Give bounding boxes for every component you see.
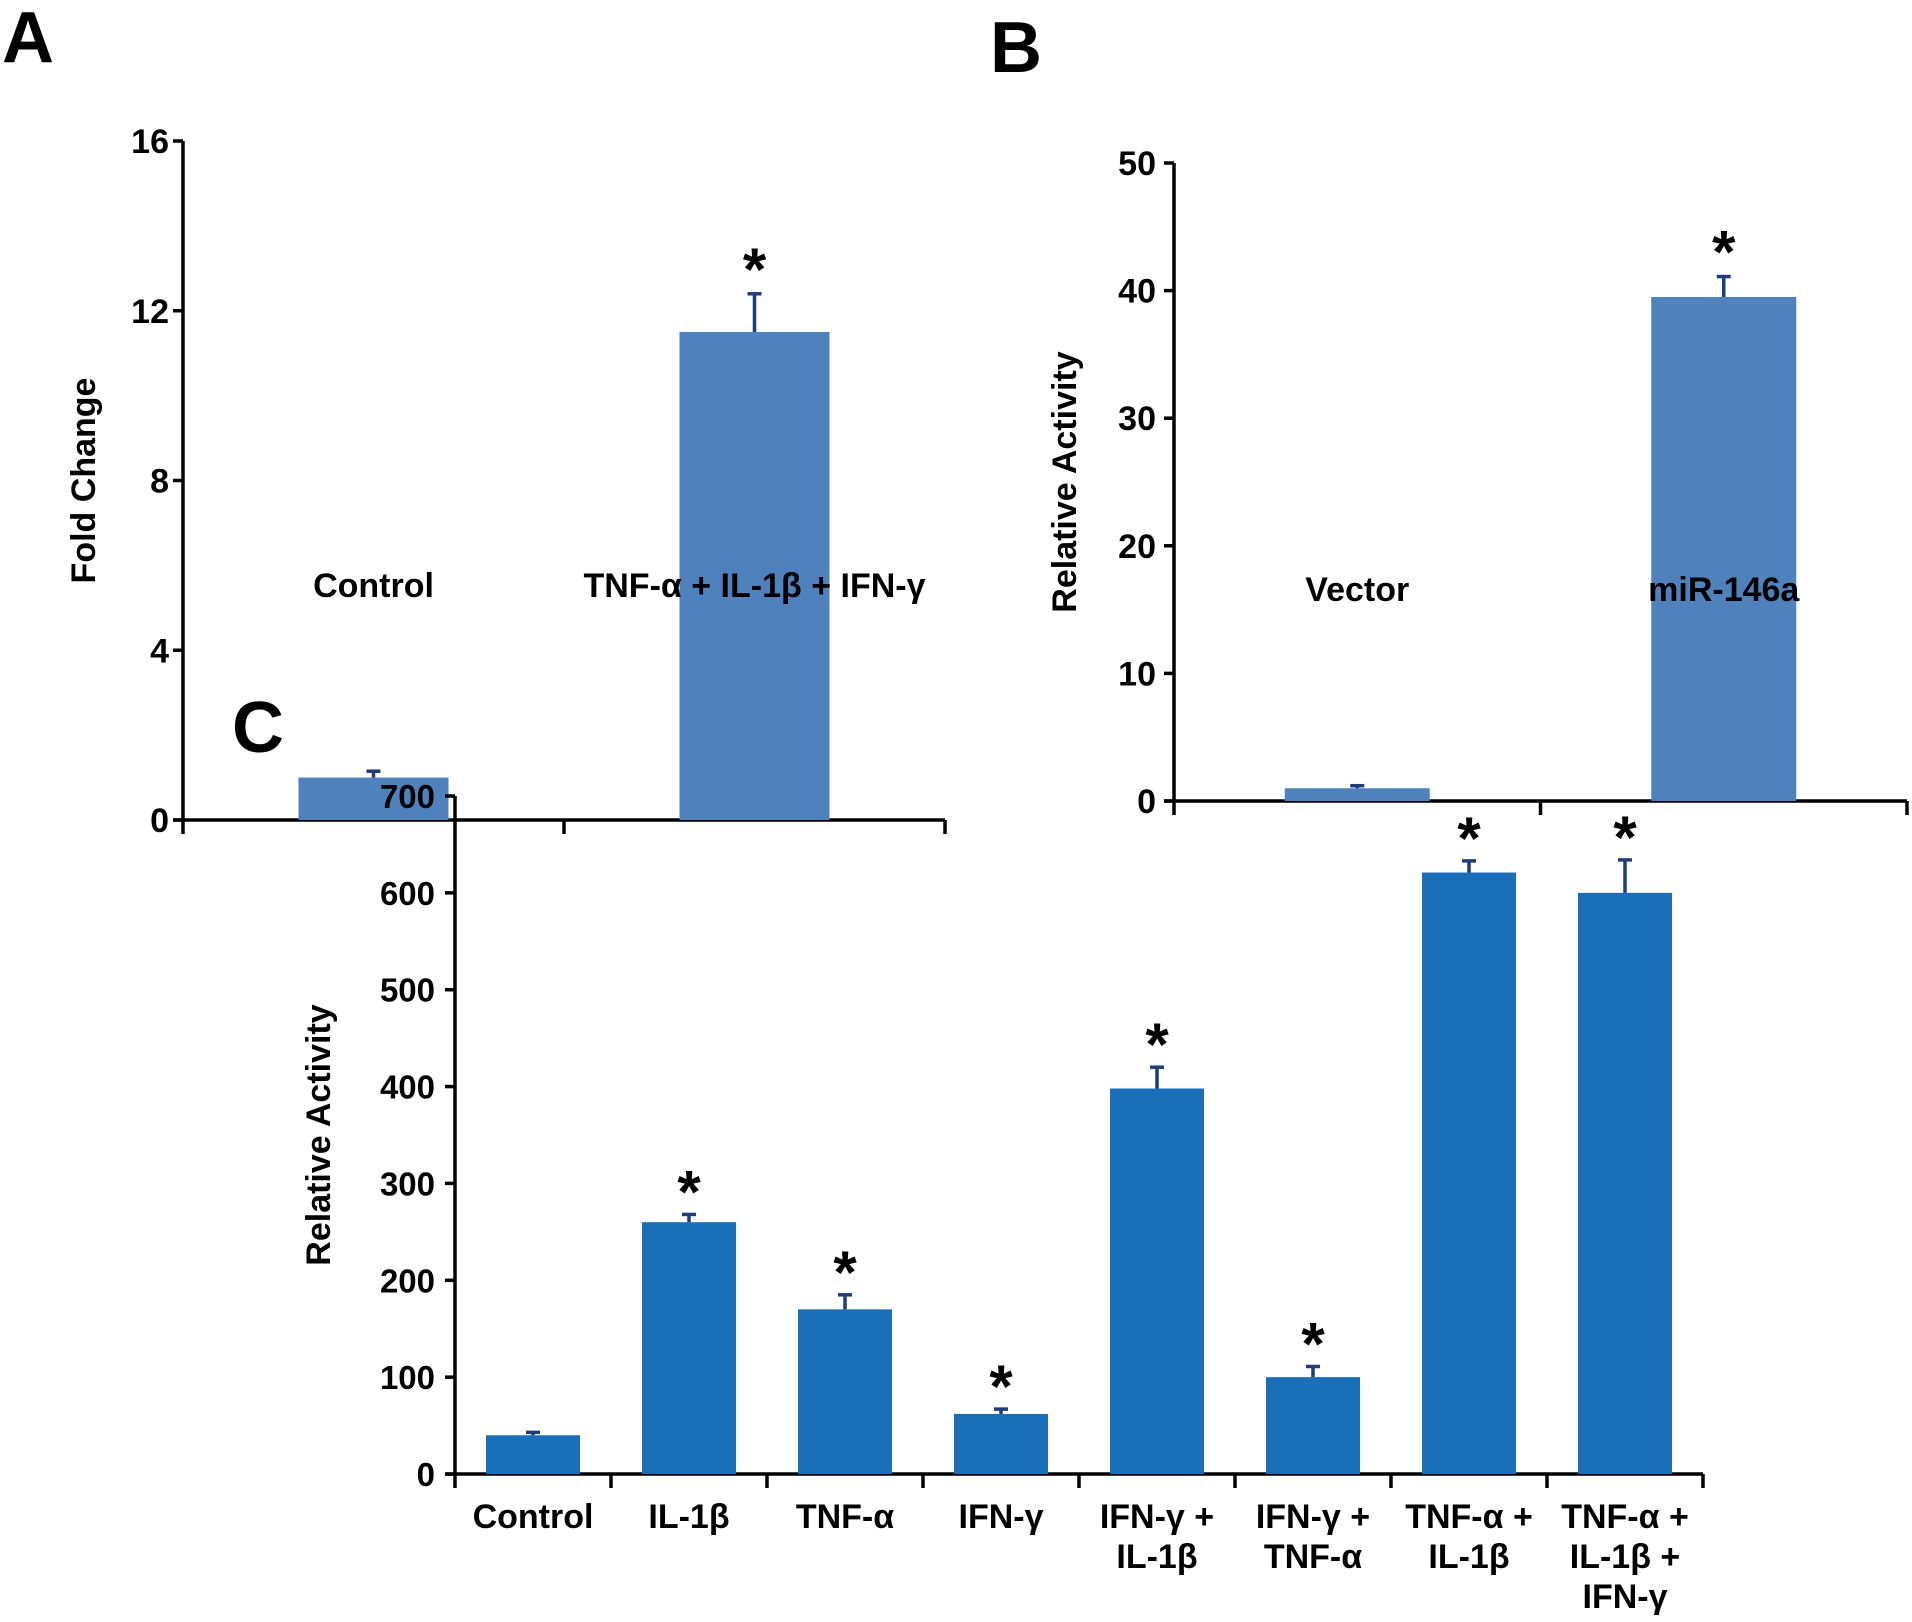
x-category-label: Control [313, 567, 434, 605]
significance-star: * [1712, 219, 1736, 286]
y-tick-label: 600 [380, 875, 435, 912]
y-tick-label: 0 [1137, 783, 1156, 821]
x-category-label: IFN-γ [1583, 1578, 1668, 1616]
x-category-label: TNF-α + [1561, 1498, 1689, 1536]
y-tick-label: 0 [150, 802, 169, 840]
bar [1651, 296, 1797, 801]
bar [1422, 872, 1516, 1474]
significance-star: * [743, 236, 767, 303]
y-tick-label: 20 [1118, 528, 1156, 566]
y-tick-label: 400 [380, 1069, 435, 1106]
significance-star: * [1457, 805, 1481, 872]
y-tick-label: 50 [1118, 145, 1156, 183]
bar [679, 331, 830, 820]
x-category-label: IFN-γ + [1256, 1498, 1370, 1536]
y-tick-label: 8 [150, 463, 169, 501]
significance-star: * [1613, 804, 1637, 871]
x-category-label: TNF-α [796, 1498, 894, 1536]
significance-star: * [1145, 1011, 1169, 1078]
panel-c: C 0 100 200 300 400 500 600 700 Relative Activity… [232, 688, 1705, 1616]
x-category-label: IL-1β + [1570, 1538, 1681, 1576]
y-tick-label: 0 [417, 1456, 435, 1493]
x-category-label: Control [473, 1498, 594, 1536]
x-category-label: TNF-α [1264, 1538, 1362, 1576]
y-tick-label: 4 [150, 632, 169, 670]
x-category-label: IL-1β [1116, 1538, 1197, 1576]
bar [1578, 892, 1672, 1474]
y-tick-label: 700 [380, 778, 435, 815]
bar [1284, 788, 1430, 801]
x-category-label: IFN-γ [959, 1498, 1044, 1536]
panel-label: A [2, 0, 54, 78]
x-category-label: TNF-α + IL-1β + IFN-γ [583, 567, 925, 605]
panel-a: A 0 4 8 12 16 Fold Change Control * TNF-α + IL-1β… [2, 0, 947, 840]
y-tick-label: 12 [131, 293, 169, 331]
y-tick-label: 10 [1118, 655, 1156, 693]
panel-b: B 0 10 20 30 40 50 Relative Activity Vector * miR-… [990, 8, 1909, 821]
panel-label: B [990, 8, 1042, 88]
x-category-label: IFN-γ + [1100, 1498, 1214, 1536]
bar [1266, 1377, 1360, 1474]
y-tick-label: 500 [380, 972, 435, 1009]
significance-star: * [989, 1353, 1013, 1420]
y-tick-label: 200 [380, 1262, 435, 1299]
y-axis-title: Relative Activity [300, 1004, 338, 1265]
panel-label: C [232, 688, 284, 768]
x-category-label: IL-1β [648, 1498, 729, 1536]
x-category-label: Vector [1305, 571, 1409, 609]
x-category-label: miR-146a [1648, 571, 1800, 609]
x-category-label: TNF-α + [1405, 1498, 1533, 1536]
y-axis-title: Fold Change [65, 378, 103, 584]
bar [486, 1435, 580, 1474]
bar [298, 777, 449, 820]
significance-star: * [1301, 1310, 1325, 1377]
y-tick-label: 16 [131, 123, 169, 161]
bar [798, 1309, 892, 1474]
y-tick-label: 40 [1118, 273, 1156, 311]
y-tick-label: 300 [380, 1165, 435, 1202]
y-tick-label: 100 [380, 1359, 435, 1396]
x-category-label: IL-1β [1428, 1538, 1509, 1576]
y-tick-label: 30 [1118, 400, 1156, 438]
significance-star: * [833, 1239, 857, 1306]
bar [1110, 1088, 1204, 1474]
significance-star: * [677, 1158, 701, 1225]
bar [642, 1222, 736, 1474]
bar [954, 1413, 1048, 1474]
y-axis-title: Relative Activity [1046, 351, 1084, 612]
